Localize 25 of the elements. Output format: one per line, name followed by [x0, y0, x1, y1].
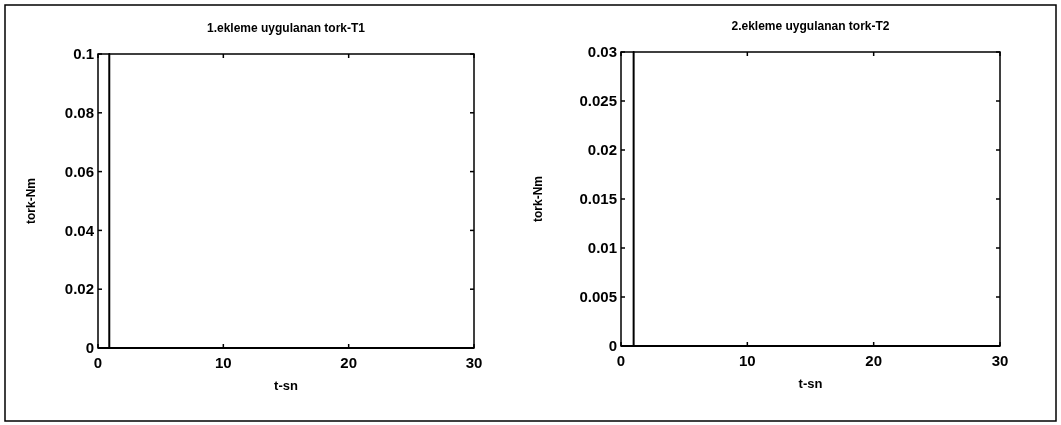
y-tick-label: 0.02 [64, 280, 94, 298]
y-tick-label: 0.025 [579, 92, 617, 110]
y-tick-label: 0.03 [587, 43, 617, 61]
chart-title: 2.ekleme uygulanan tork-T2 [731, 19, 890, 33]
y-axis-title: tork-Nm [531, 175, 545, 223]
x-axis-title: t-sn [798, 376, 823, 391]
y-axis-title: tork-Nm [24, 177, 38, 225]
x-tick-label: 20 [865, 352, 883, 369]
y-tick-label: 0.02 [587, 141, 617, 159]
chart-title: 1.ekleme uygulanan tork-T1 [206, 21, 366, 35]
y-tick-label: 0.005 [579, 288, 617, 306]
x-axis-title: t-sn [274, 378, 298, 393]
x-tick-label: 30 [991, 352, 1009, 369]
y-tick-label: 0.04 [64, 221, 95, 239]
x-tick-label: 10 [214, 354, 232, 371]
x-tick-label: 10 [738, 352, 756, 369]
x-tick-label: 30 [465, 354, 483, 371]
x-tick-label: 20 [340, 354, 358, 371]
y-tick-label: 0.015 [579, 190, 617, 208]
y-tick-label: 0.1 [73, 45, 94, 63]
y-tick-label: 0.06 [64, 162, 94, 180]
y-tick-label: 0.01 [587, 239, 617, 257]
y-tick-label: 0 [608, 337, 617, 355]
y-tick-label: 0 [85, 339, 94, 357]
y-tick-label: 0.08 [64, 104, 94, 122]
